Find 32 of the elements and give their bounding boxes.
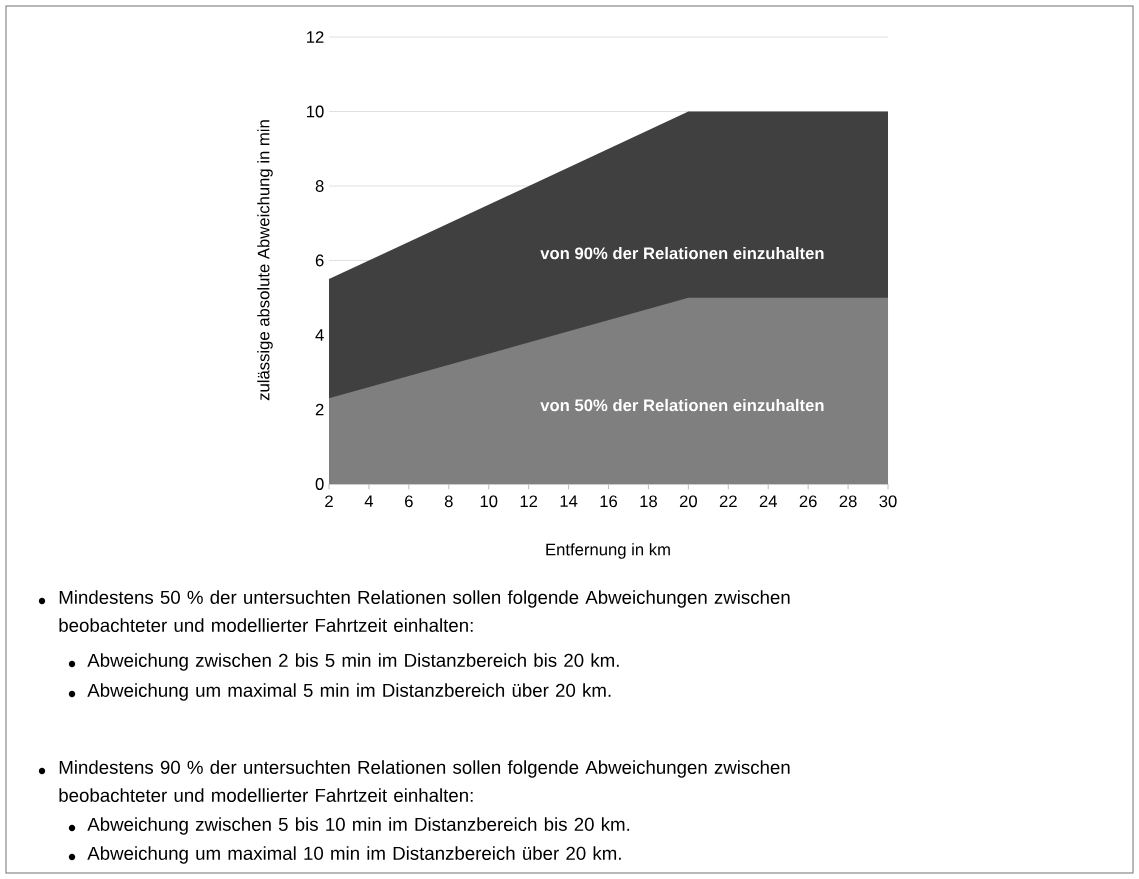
x-tick-label: 22	[719, 495, 737, 508]
text: Abweichung zwischen 5 bis 10 min im Distanzbereich bis 20 km.	[87, 817, 630, 835]
x-tick-label: 12	[520, 495, 538, 508]
x-tick-label: 24	[759, 495, 777, 508]
x-tick-label: 8	[444, 495, 453, 508]
x-tick-label: 16	[600, 495, 618, 508]
text: Abweichung zwischen 2 bis 5 min im Distanzbereich bis 20 km.	[87, 653, 619, 671]
text: Abweichung um maximal 10 min im Distanzbereich über 20 km.	[87, 846, 621, 864]
x-tick-label: 14	[560, 495, 578, 507]
text: Abweichung um maximal 5 min im Distanzbereich über 20 km.	[87, 683, 611, 701]
x-tick-label: 2	[325, 495, 333, 508]
y-tick-label: 4	[315, 329, 324, 341]
x-tick-label: 26	[799, 495, 817, 508]
x-tick-label: 20	[679, 495, 697, 508]
y-tick-label: 8	[315, 180, 324, 192]
y-tick-label: 0	[315, 478, 324, 490]
x-tick-label: 6	[405, 495, 413, 508]
series-label: von 90% der Relationen einzuhalten	[540, 246, 824, 260]
x-tick-label: 30	[879, 495, 897, 508]
y-tick-label: 6	[315, 254, 324, 267]
x-axis-title: Entfernung in km	[546, 543, 670, 559]
y-axis-title: zulässige absolute Abweichung in min	[257, 120, 273, 401]
x-tick-label: 4	[364, 495, 374, 507]
text: Mindestens 50 % der untersuchten Relationen sollen folgende Abweichungen zwischen beobachteter und modellierter Fahrtzeit einhalten:	[59, 590, 790, 632]
x-tick-label: 18	[640, 495, 657, 508]
x-tick-label: 28	[839, 495, 857, 508]
text: Mindestens 90 % der untersuchten Relationen sollen folgende Abweichungen zwischen beobachteter und modellierter Fahrtzeit einhalten:	[59, 760, 790, 802]
series-label: von 50% der Relationen einzuhalten	[540, 398, 824, 412]
y-tick-label: 12	[307, 31, 324, 43]
x-tick-label: 10	[480, 495, 498, 508]
y-tick-label: 10	[307, 105, 324, 118]
y-tick-label: 2	[315, 403, 324, 416]
